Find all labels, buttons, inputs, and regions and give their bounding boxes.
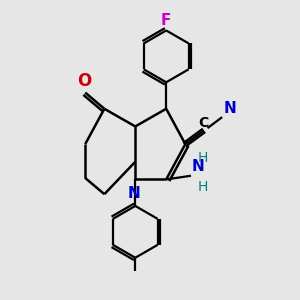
Text: N: N <box>192 159 205 174</box>
Text: H: H <box>198 180 208 194</box>
Text: O: O <box>77 72 92 90</box>
Text: F: F <box>161 13 171 28</box>
Text: H: H <box>198 152 208 165</box>
Text: N: N <box>224 100 236 116</box>
Text: N: N <box>128 186 140 201</box>
Text: C: C <box>198 116 208 130</box>
